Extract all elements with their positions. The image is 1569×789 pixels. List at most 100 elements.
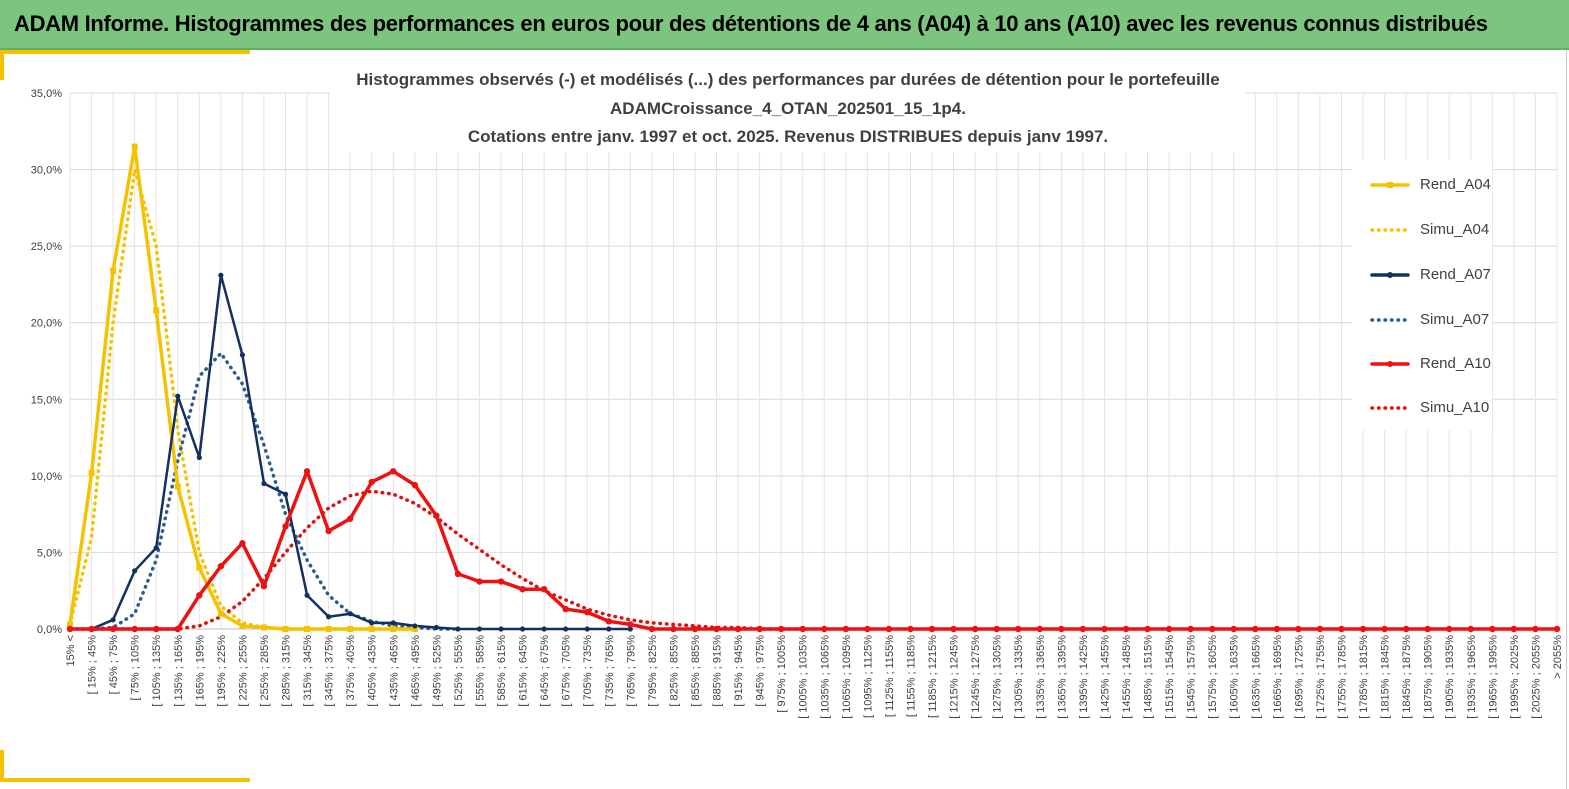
legend-item-rend-a04[interactable]: Rend_A04 (1362, 175, 1502, 195)
point-rend-a10 (454, 570, 462, 578)
point-rend-a10 (346, 515, 354, 522)
x-tick-label: [ 285% ; 315% (281, 635, 293, 707)
x-tick-label: [ 1245% ; 1275% (970, 635, 982, 719)
x-tick-label: [ 225% ; 255% (237, 635, 249, 707)
point-rend-a10 (390, 468, 397, 475)
x-tick-label: [ 1665% ; 1695% (1272, 635, 1284, 719)
point-rend-a10 (368, 478, 375, 486)
point-rend-a07 (584, 626, 590, 632)
point-rend-a10 (907, 625, 914, 633)
x-tick-label: [ 1065% ; 1095% (841, 635, 853, 719)
point-rend-a10 (433, 512, 440, 519)
chart-frame-right (1566, 50, 1567, 789)
corner-accent-bottom-vertical (0, 750, 4, 782)
point-rend-a10 (1015, 625, 1022, 633)
point-rend-a10 (885, 625, 893, 633)
point-rend-a10 (821, 625, 828, 633)
x-tick-label: [ 1095% ; 1125% (862, 635, 874, 718)
x-tick-label: [ 15% ; 45% (87, 635, 99, 695)
x-tick-label: [ 1035% ; 1065% (819, 635, 831, 719)
point-rend-a10 (648, 625, 656, 633)
x-tick-label: [ 825% ; 855% (668, 635, 680, 707)
x-tick-label: [ 1215% ; 1245% (949, 635, 961, 719)
x-tick-label: [ 555% ; 585% (474, 635, 486, 707)
point-rend-a04 (390, 626, 397, 632)
x-tick-label: [ 105% ; 135% (151, 635, 163, 707)
legend-swatch-marker (1387, 272, 1393, 278)
point-rend-a10 (756, 625, 763, 633)
point-rend-a07 (239, 352, 246, 358)
legend-swatch-simu-a04 (1370, 228, 1410, 232)
point-rend-a07 (369, 620, 375, 626)
y-tick-label: 35,0% (31, 88, 62, 100)
point-rend-a07 (218, 272, 224, 278)
point-rend-a10 (1510, 625, 1518, 633)
point-rend-a07 (519, 626, 526, 632)
x-tick-label: [ 1185% ; 1215% (927, 635, 939, 718)
legend-item-simu-a04[interactable]: Simu_A04 (1362, 220, 1502, 240)
legend-swatch-simu-a10 (1370, 406, 1410, 410)
x-tick-label: [ 795% ; 825% (647, 635, 659, 707)
x-tick-label: [ 1365% ; 1395% (1056, 635, 1068, 719)
legend-swatch-rend-a10 (1370, 361, 1410, 367)
point-rend-a07 (261, 480, 267, 487)
legend-swatch-marker (1387, 361, 1393, 367)
point-rend-a10 (1295, 625, 1302, 633)
legend-item-rend-a07[interactable]: Rend_A07 (1362, 265, 1502, 285)
point-rend-a10 (260, 582, 268, 590)
point-rend-a10 (174, 625, 181, 633)
point-rend-a10 (713, 625, 720, 633)
series-line-simu-a04 (68, 167, 417, 631)
point-rend-a10 (1079, 625, 1087, 633)
legend-label-simu-a04: Simu_A04 (1420, 221, 1490, 238)
point-rend-a07 (132, 568, 138, 574)
chart-title: Histogrammes observés (-) et modélisés (… (330, 66, 1246, 152)
x-tick-label: [ 165% ; 195% (194, 635, 206, 707)
x-tick-label: [ 1755% ; 1785% (1336, 635, 1348, 719)
legend-item-simu-a10[interactable]: Simu_A10 (1362, 398, 1502, 418)
point-rend-a07 (175, 393, 181, 399)
x-tick-label: [ 1635% ; 1665% (1250, 635, 1262, 719)
point-rend-a10 (497, 578, 505, 585)
x-tick-label: [ 1305% ; 1335% (1013, 635, 1025, 719)
point-rend-a10 (1208, 625, 1216, 633)
point-rend-a04 (282, 626, 289, 632)
point-rend-a07 (455, 626, 461, 632)
x-tick-label: [ 1875% ; 1905% (1423, 635, 1435, 719)
legend-item-simu-a07[interactable]: Simu_A07 (1362, 310, 1502, 330)
point-rend-a10 (691, 625, 699, 633)
point-rend-a10 (1446, 625, 1453, 633)
point-rend-a10 (734, 625, 742, 633)
y-tick-label: 30,0% (31, 165, 62, 177)
point-rend-a07 (153, 545, 159, 551)
chart-title-line-1: Histogrammes observés (-) et modélisés (… (356, 70, 1220, 89)
point-rend-a10 (627, 621, 634, 628)
point-rend-a10 (1165, 625, 1173, 633)
chart-legend: Rend_A04 Simu_A04 Rend_A07 Simu_A07 Rend… (1352, 160, 1492, 430)
x-tick-label: [ 1725% ; 1755% (1315, 635, 1327, 719)
point-rend-a10 (1359, 625, 1367, 633)
x-tick-label: [ 915% ; 945% (733, 635, 745, 707)
x-tick-label: [ 585% ; 615% (496, 635, 508, 707)
point-rend-a04 (325, 626, 332, 632)
x-tick-label: [ 465% ; 495% (410, 635, 422, 707)
point-rend-a10 (239, 540, 246, 547)
x-tick-label: [ 315% ; 345% (302, 635, 314, 707)
point-rend-a10 (1467, 625, 1474, 633)
x-tick-label: [ 1995% ; 2025% (1509, 635, 1521, 719)
y-tick-label: 0,0% (37, 624, 62, 636)
point-rend-a07 (498, 626, 504, 632)
point-rend-a04 (153, 307, 160, 314)
point-rend-a04 (217, 610, 224, 617)
legend-swatch-rend-a07 (1370, 272, 1410, 278)
point-rend-a07 (347, 611, 353, 617)
legend-label-rend-a10: Rend_A10 (1420, 355, 1491, 372)
x-tick-label: [ 765% ; 795% (625, 635, 637, 707)
legend-item-rend-a10[interactable]: Rend_A10 (1362, 354, 1502, 374)
x-tick-label: [ 1125% ; 1155% (884, 635, 896, 717)
point-rend-a10 (1532, 625, 1539, 633)
point-rend-a04 (260, 624, 267, 631)
x-tick-label: [ 1815% ; 1845% (1380, 635, 1392, 719)
x-tick-label: [ 1335% ; 1365% (1035, 635, 1047, 719)
point-rend-a10 (1230, 625, 1237, 633)
